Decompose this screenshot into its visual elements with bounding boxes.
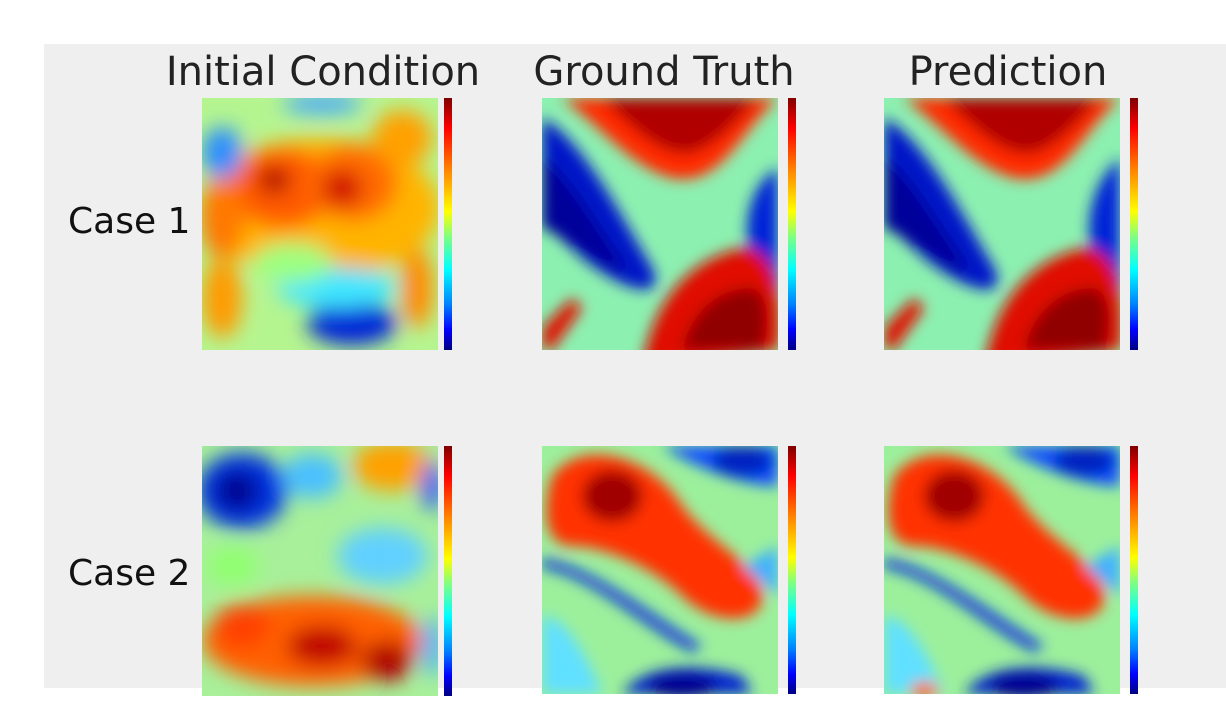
case2-initial-condition-plot: [202, 446, 438, 696]
row-label-case-2: Case 2: [68, 553, 191, 594]
title-initial-condition: Initial Condition: [165, 49, 481, 95]
case1-prediction-colorbar: [1130, 98, 1138, 350]
case1-initial-colorbar: [444, 98, 452, 350]
case2-initial-colorbar: [444, 446, 452, 696]
case2-prediction-plot: [884, 446, 1120, 694]
case1-prediction-plot: [884, 98, 1120, 350]
title-prediction: Prediction: [908, 49, 1108, 95]
case2-ground-truth-colorbar: [788, 446, 796, 694]
title-ground-truth: Ground Truth: [533, 49, 795, 95]
case2-prediction-colorbar: [1130, 446, 1138, 694]
case1-initial-condition-plot: [202, 98, 438, 350]
case1-ground-truth-plot: [542, 98, 778, 350]
case1-ground-truth-colorbar: [788, 98, 796, 350]
case2-ground-truth-plot: [542, 446, 778, 694]
row-label-case-1: Case 1: [68, 201, 191, 242]
